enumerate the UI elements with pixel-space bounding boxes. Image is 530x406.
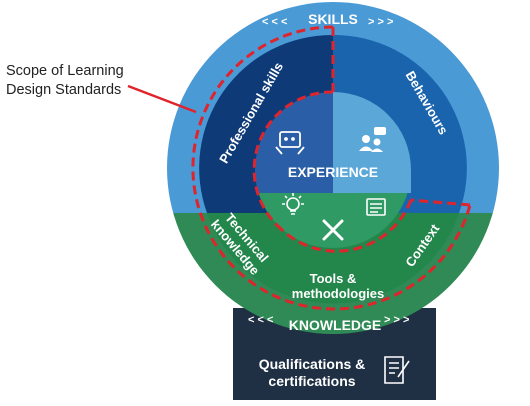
lightbulb-icon (282, 193, 304, 215)
knowledge-arrows-right: > > > (384, 314, 409, 326)
tools-line2: methodologies (292, 286, 384, 301)
skills-arrows-left: < < < (262, 16, 287, 28)
skills-label: SKILLS (308, 11, 358, 27)
scope-pointer-line (127, 84, 197, 114)
center-circle (255, 92, 411, 248)
skills-arrows-right: > > > (368, 16, 393, 28)
scope-annotation-line1: Scope of Learning (6, 63, 124, 79)
footer-line1: Qualifications & (259, 356, 366, 372)
tablet-hands-icon (275, 131, 305, 155)
experience-label: EXPERIENCE (288, 164, 378, 180)
scope-outline (191, 25, 472, 311)
document-icon (366, 198, 386, 216)
segment-knowledge (207, 213, 459, 304)
tools-icon (322, 219, 344, 241)
certificate-scroll-icon (384, 356, 410, 384)
scope-annotation: Scope of Learning Design Standards (6, 62, 146, 100)
scope-annotation-line2: Design Standards (6, 82, 122, 98)
people-chat-icon (359, 127, 386, 152)
footer-line2: certifications (268, 373, 355, 389)
tools-line1: Tools & (310, 271, 357, 286)
knowledge-arrows-left: < < < (248, 314, 273, 326)
knowledge-label: KNOWLEDGE (289, 317, 382, 333)
